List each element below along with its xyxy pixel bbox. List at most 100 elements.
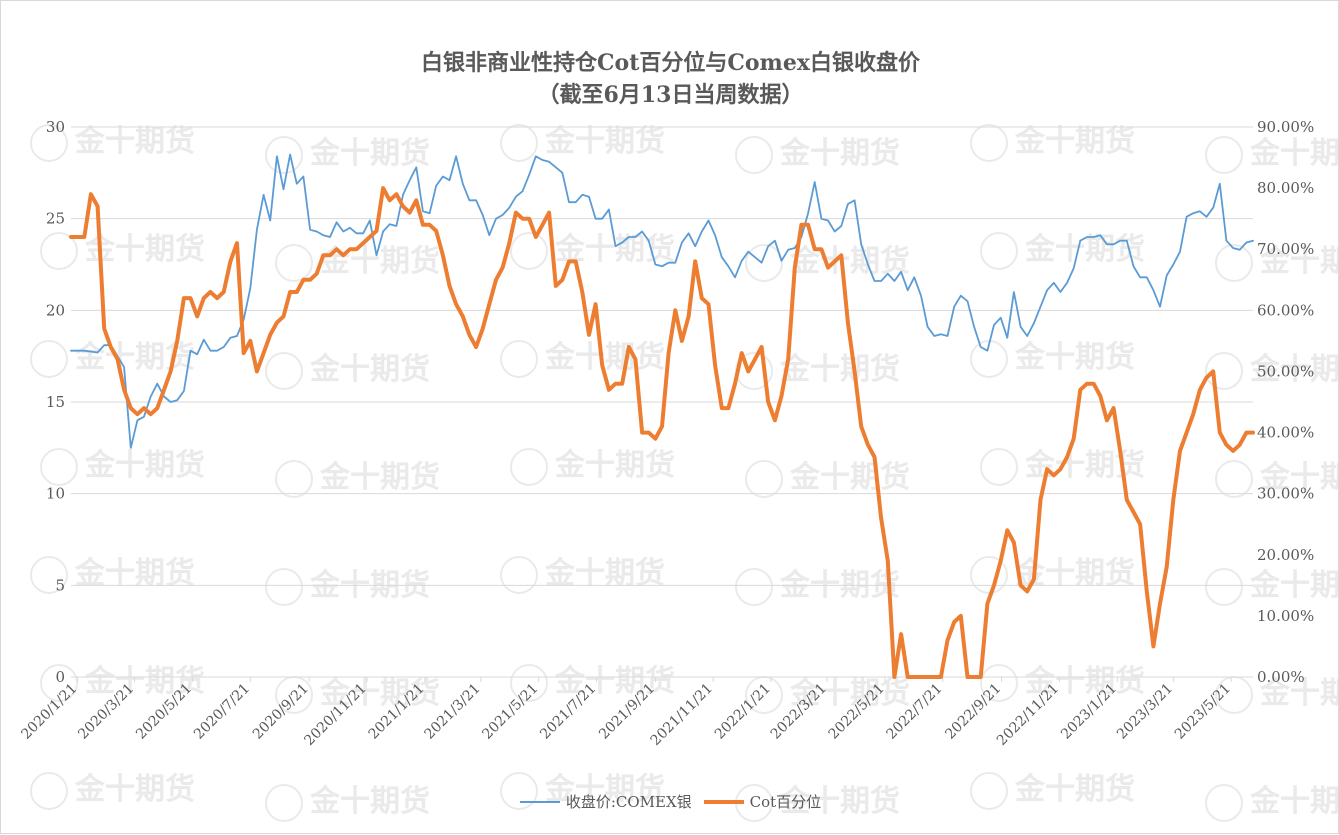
series-line-cot	[69, 186, 1255, 679]
y-right-tick-label: 80.00%	[1257, 179, 1314, 197]
svg-text:金十期货: 金十期货	[789, 676, 910, 711]
watermark-21: 金十期货	[745, 460, 910, 498]
svg-text:金十期货: 金十期货	[309, 784, 430, 819]
watermark-11: 金十期货	[1215, 244, 1339, 282]
watermark-1: 金十期货	[265, 136, 430, 174]
y-left-tick-label: 20	[46, 301, 65, 319]
svg-text:金十期货: 金十期货	[789, 244, 910, 279]
svg-text:金十期货: 金十期货	[1014, 340, 1135, 375]
watermark-18: 金十期货	[40, 448, 205, 486]
watermark-36: 金十期货	[30, 772, 195, 810]
x-tick-label: 2022/9/21	[942, 681, 1004, 743]
legend-swatch-cot	[703, 799, 744, 804]
y-right-tick-label: 70.00%	[1257, 240, 1314, 258]
svg-text:金十期货: 金十期货	[1249, 784, 1339, 819]
y-right-tick-label: 30.00%	[1257, 485, 1314, 503]
watermark-15: 金十期货	[735, 352, 900, 390]
watermark-38: 金十期货	[500, 772, 665, 810]
watermark-16: 金十期货	[970, 340, 1135, 378]
legend-item-price[interactable]: 收盘价:COMEX银	[519, 791, 692, 812]
x-tick-label: 2022/1/21	[712, 681, 774, 743]
chart-subtitle: （截至6月13日当周数据）	[537, 82, 804, 108]
watermark-10: 金十期货	[980, 232, 1145, 270]
svg-text:金十期货: 金十期货	[1024, 232, 1145, 267]
watermark-13: 金十期货	[265, 352, 430, 390]
watermark-layer: 金十期货金十期货金十期货金十期货金十期货金十期货金十期货金十期货金十期货金十期货…	[30, 124, 1339, 822]
svg-text:金十期货: 金十期货	[1014, 772, 1135, 807]
watermark-33: 金十期货	[745, 676, 910, 714]
y-right-tick-label: 0.00%	[1257, 668, 1305, 686]
watermark-19: 金十期货	[275, 460, 440, 498]
x-tick-label: 2020/1/21	[18, 681, 80, 743]
svg-text:金十期货: 金十期货	[74, 772, 195, 807]
y-right-tick-label: 90.00%	[1257, 118, 1314, 136]
watermark-40: 金十期货	[970, 772, 1135, 810]
series-layer	[69, 153, 1255, 679]
svg-text:金十期货: 金十期货	[779, 136, 900, 171]
legend-label-cot: Cot百分位	[749, 793, 822, 811]
legend: 收盘价:COMEX银 Cot百分位	[1, 791, 1339, 812]
svg-text:金十期货: 金十期货	[779, 784, 900, 819]
watermark-25: 金十期货	[265, 568, 430, 606]
svg-text:金十期货: 金十期货	[84, 448, 205, 483]
legend-swatch-price	[519, 800, 560, 803]
watermark-34: 金十期货	[980, 664, 1145, 702]
watermark-5: 金十期货	[1205, 136, 1339, 174]
legend-label-price: 收盘价:COMEX银	[565, 793, 692, 811]
watermark-39: 金十期货	[735, 784, 900, 822]
svg-text:金十期货: 金十期货	[309, 352, 430, 387]
watermark-31: 金十期货	[275, 676, 440, 714]
svg-text:金十期货: 金十期货	[84, 664, 205, 699]
watermark-41: 金十期货	[1205, 784, 1339, 822]
watermark-23: 金十期货	[1215, 460, 1339, 498]
y-left-tick-label: 15	[46, 393, 65, 411]
svg-text:金十期货: 金十期货	[544, 124, 665, 159]
svg-text:金十期货: 金十期货	[779, 352, 900, 387]
watermark-0: 金十期货	[30, 124, 195, 162]
legend-item-cot[interactable]: Cot百分位	[703, 791, 822, 812]
svg-text:金十期货: 金十期货	[1259, 460, 1339, 495]
y-right-tick-label: 10.00%	[1257, 607, 1314, 625]
watermark-26: 金十期货	[500, 556, 665, 594]
svg-text:金十期货: 金十期货	[1249, 136, 1339, 171]
watermark-4: 金十期货	[970, 124, 1135, 162]
watermark-2: 金十期货	[500, 124, 665, 162]
watermark-9: 金十期货	[745, 244, 910, 282]
watermark-20: 金十期货	[510, 448, 675, 486]
y-right-tick-label: 20.00%	[1257, 546, 1314, 564]
watermark-30: 金十期货	[40, 664, 205, 702]
svg-text:金十期货: 金十期货	[1024, 664, 1145, 699]
y-right-tick-label: 40.00%	[1257, 424, 1314, 442]
svg-text:金十期货: 金十期货	[1249, 568, 1339, 603]
svg-text:金十期货: 金十期货	[1259, 676, 1339, 711]
svg-text:金十期货: 金十期货	[84, 232, 205, 267]
x-tick-label: 2021/5/21	[479, 681, 541, 743]
watermark-27: 金十期货	[735, 568, 900, 606]
watermark-37: 金十期货	[265, 784, 430, 822]
svg-text:金十期货: 金十期货	[309, 136, 430, 171]
watermark-6: 金十期货	[40, 232, 205, 270]
y-right-tick-label: 60.00%	[1257, 301, 1314, 319]
y-left-tick-label: 0	[55, 668, 65, 686]
watermark-17: 金十期货	[1205, 352, 1339, 390]
y-right-tick-label: 50.00%	[1257, 362, 1314, 380]
svg-text:金十期货: 金十期货	[544, 772, 665, 807]
svg-text:金十期货: 金十期货	[789, 460, 910, 495]
svg-text:金十期货: 金十期货	[554, 664, 675, 699]
watermark-32: 金十期货	[510, 664, 675, 702]
svg-text:金十期货: 金十期货	[1259, 244, 1339, 279]
gridlines	[71, 126, 1253, 678]
svg-text:金十期货: 金十期货	[554, 448, 675, 483]
y-left-tick-label: 10	[46, 485, 65, 503]
y-axis-left: 0 5 10 15 20 25 30	[46, 118, 65, 686]
watermark-29: 金十期货	[1205, 568, 1339, 606]
watermark-3: 金十期货	[735, 136, 900, 174]
svg-text:金十期货: 金十期货	[1249, 352, 1339, 387]
y-left-tick-label: 30	[46, 118, 65, 136]
svg-text:金十期货: 金十期货	[1014, 124, 1135, 159]
y-axis-right: 0.00% 10.00% 20.00% 30.00% 40.00% 50.00% 60.00…	[1257, 118, 1314, 686]
y-left-tick-label: 25	[46, 210, 65, 228]
svg-text:金十期货: 金十期货	[319, 676, 440, 711]
